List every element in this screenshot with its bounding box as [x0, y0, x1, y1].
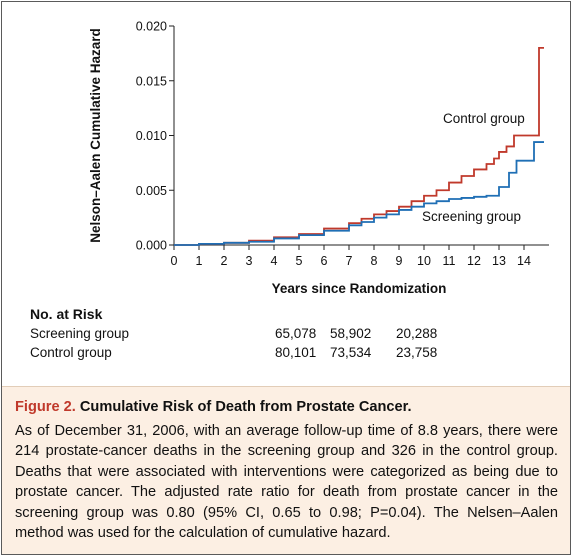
- y-axis-title: Nelson–Aalen Cumulative Hazard: [88, 28, 103, 243]
- x-tick-label: 0: [171, 254, 178, 268]
- x-tick-label: 3: [246, 254, 253, 268]
- risk-row-label: Control group: [30, 345, 112, 360]
- y-tick-label: 0.005: [136, 184, 167, 198]
- figure-caption: Figure 2. Cumulative Risk of Death from …: [2, 386, 570, 554]
- x-tick-label: 2: [221, 254, 228, 268]
- y-tick-label: 0.015: [136, 74, 167, 88]
- risk-value: 20,288: [396, 326, 438, 341]
- x-tick-label: 10: [417, 254, 431, 268]
- control-group-label: Control group: [443, 111, 525, 126]
- x-tick-label: 4: [271, 254, 278, 268]
- y-tick-label: 0.020: [136, 20, 167, 34]
- risk-value: 58,902: [330, 326, 372, 341]
- risk-row-control: Control group 80,101 73,534 23,758: [30, 343, 550, 362]
- risk-value: 80,101: [275, 345, 317, 360]
- x-tick-label: 12: [467, 254, 481, 268]
- caption-body: As of December 31, 2006, with an average…: [15, 422, 558, 542]
- screening-group-label: Screening group: [422, 209, 521, 224]
- x-tick-label: 8: [371, 254, 378, 268]
- no-at-risk-table: No. at Risk Screening group 65,078 58,90…: [30, 306, 550, 362]
- figure-title: Cumulative Risk of Death from Prostate C…: [79, 399, 412, 415]
- y-tick-label: 0.000: [136, 239, 167, 253]
- x-tick-label: 7: [346, 254, 353, 268]
- y-tick-label: 0.010: [136, 129, 167, 143]
- x-axis-title: Years since Randomization: [272, 281, 447, 296]
- x-tick-label: 6: [321, 254, 328, 268]
- x-tick-label: 11: [443, 254, 456, 268]
- x-tick-label: 9: [396, 254, 403, 268]
- risk-value: 65,078: [275, 326, 317, 341]
- x-tick-label: 14: [517, 254, 531, 268]
- figure-number: Figure 2.: [15, 399, 76, 415]
- risk-row-label: Screening group: [30, 326, 130, 341]
- risk-value: 73,534: [330, 345, 372, 360]
- x-tick-label: 5: [296, 254, 303, 268]
- x-tick-label: 1: [196, 254, 203, 268]
- screening-group-line: [174, 141, 544, 246]
- x-tick-label: 13: [492, 254, 506, 268]
- caption-heading: Figure 2. Cumulative Risk of Death from …: [15, 399, 412, 415]
- no-at-risk-title: No. at Risk: [30, 306, 103, 322]
- control-group-line: [174, 47, 544, 246]
- risk-row-screening: Screening group 65,078 58,902 20,288: [30, 324, 550, 343]
- risk-value: 23,758: [396, 345, 438, 360]
